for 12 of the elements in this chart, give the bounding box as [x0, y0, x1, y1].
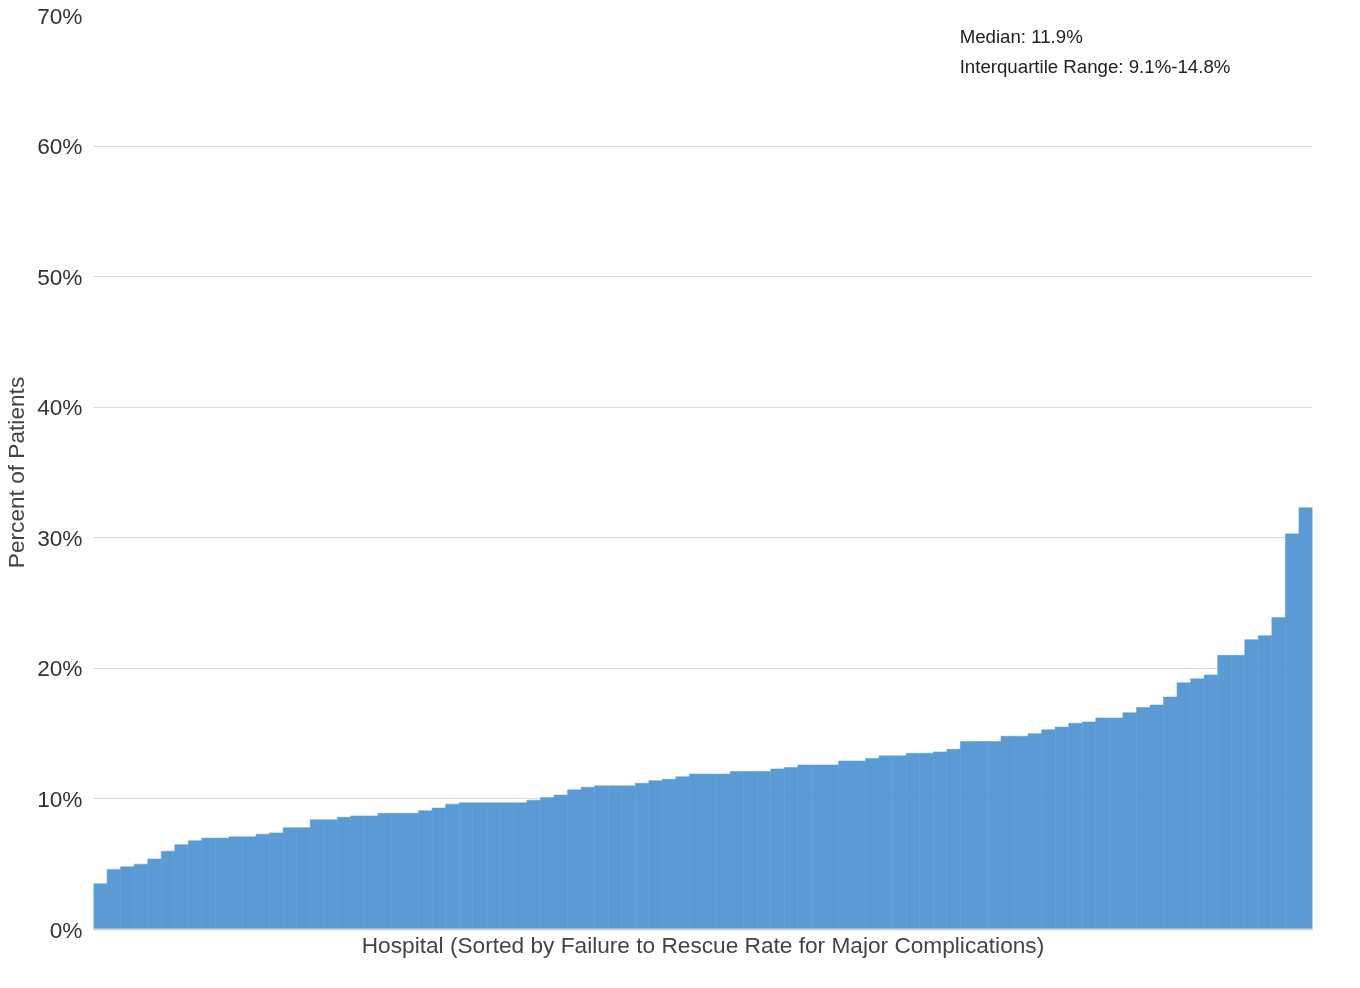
- y-tick-label: 60%: [37, 133, 83, 160]
- y-tick-label: 50%: [37, 263, 83, 290]
- y-tick-label: 70%: [37, 2, 83, 29]
- y-tick-label: 40%: [37, 394, 83, 421]
- x-axis-title: Hospital (Sorted by Failure to Rescue Rate for Major Complications): [361, 931, 1045, 958]
- annotation: Interquartile Range: 9.1%-14.8%: [959, 55, 1231, 77]
- y-tick-label: 10%: [37, 785, 83, 812]
- y-tick-label: 0%: [49, 916, 83, 943]
- y-tick-label: 30%: [37, 524, 83, 551]
- annotation: Median: 11.9%: [959, 26, 1083, 48]
- y-tick-label: 20%: [37, 655, 83, 682]
- y-axis-title: Percent of Patients: [3, 376, 30, 569]
